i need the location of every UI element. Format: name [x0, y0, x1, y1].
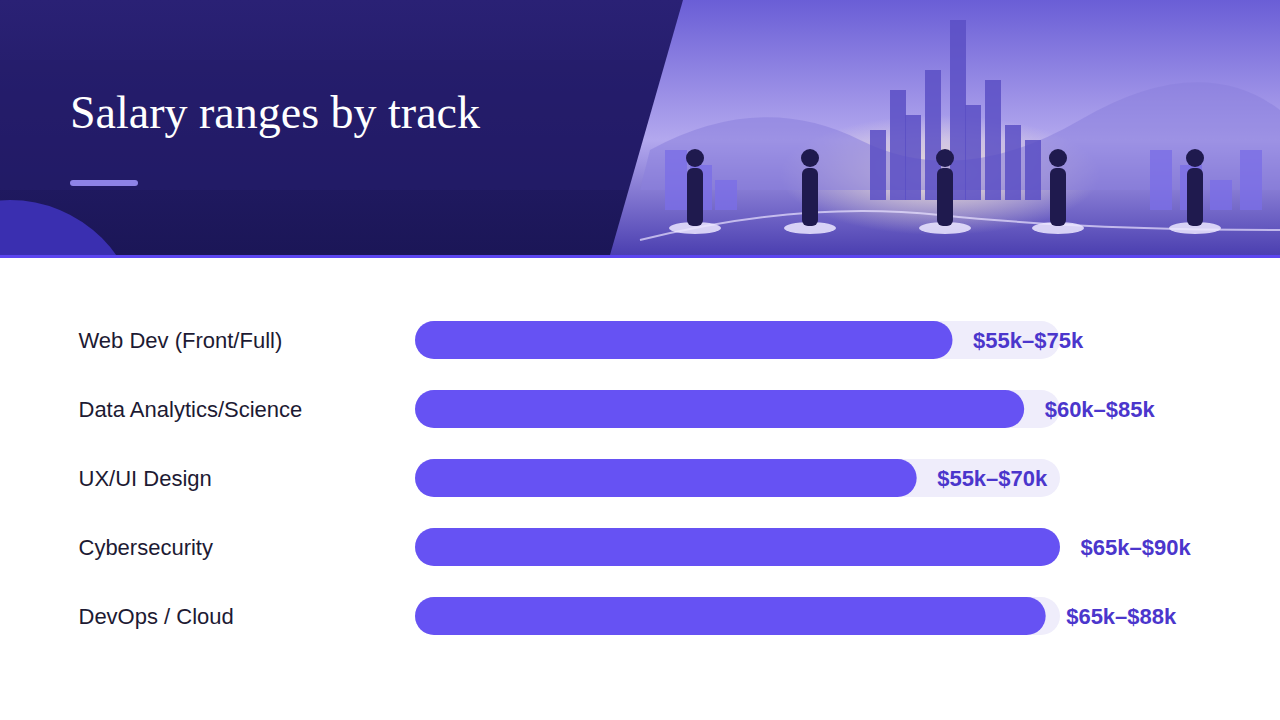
svg-text:Salary ranges by track: Salary ranges by track: [70, 87, 480, 138]
svg-text:UX/UI Design: UX/UI Design: [79, 466, 212, 491]
svg-text:$65k–$88k: $65k–$88k: [1066, 604, 1177, 629]
svg-text:$55k–$70k: $55k–$70k: [937, 466, 1048, 491]
svg-text:$55k–$75k: $55k–$75k: [973, 328, 1084, 353]
svg-text:Data Analytics/Science: Data Analytics/Science: [79, 397, 303, 422]
svg-text:$65k–$90k: $65k–$90k: [1081, 535, 1192, 560]
svg-text:$60k–$85k: $60k–$85k: [1045, 397, 1156, 422]
svg-text:DevOps / Cloud: DevOps / Cloud: [79, 604, 234, 629]
svg-text:Cybersecurity: Cybersecurity: [79, 535, 213, 560]
svg-text:Web Dev (Front/Full): Web Dev (Front/Full): [79, 328, 283, 353]
